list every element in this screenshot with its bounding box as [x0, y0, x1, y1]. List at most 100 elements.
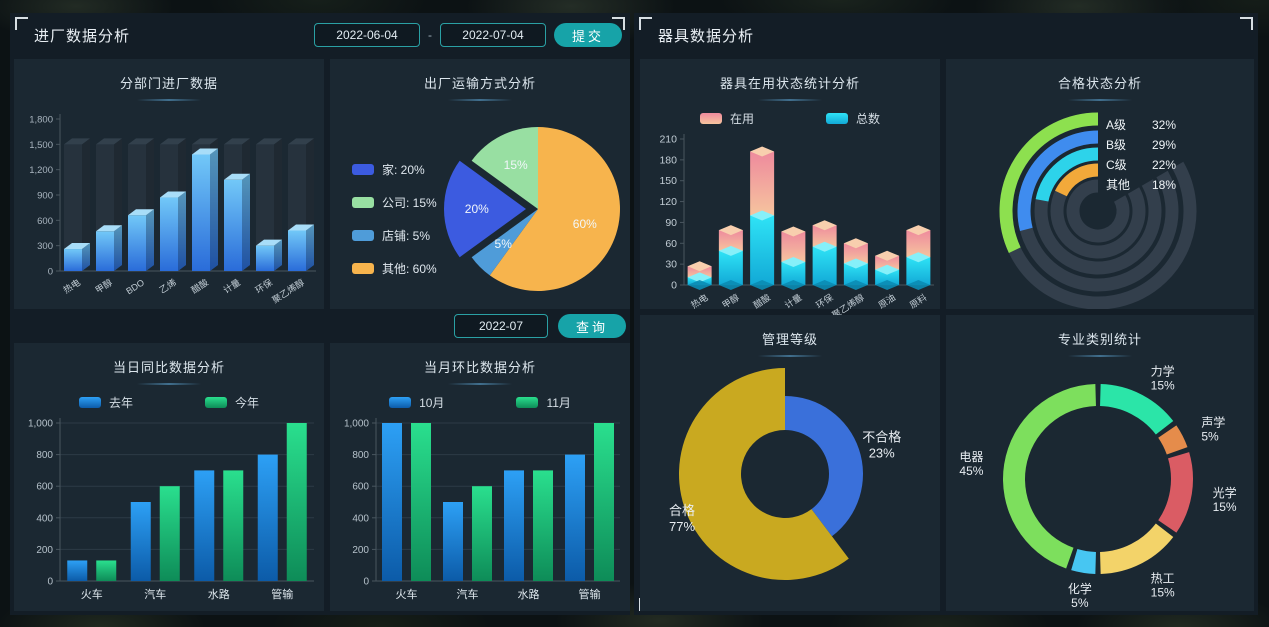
title-underline: [137, 99, 201, 101]
svg-text:1,800: 1,800: [29, 115, 53, 126]
svg-text:400: 400: [352, 513, 369, 524]
legend-swatch: [205, 397, 227, 408]
legend-label: 其他: 60%: [382, 262, 437, 276]
legend-item[interactable]: 10月: [389, 394, 444, 411]
panel-day-yoy: 当日同比数据分析 去年 今年 0 200 400 600 800 1,000 火车 汽车 水路 管输: [14, 343, 324, 611]
svg-text:1,500: 1,500: [29, 140, 53, 151]
svg-text:150: 150: [659, 175, 677, 187]
corner-bracket: [612, 17, 625, 30]
panel-title: 当月环比数据分析: [423, 360, 536, 375]
svg-text:400: 400: [36, 513, 53, 524]
svg-text:600: 600: [352, 482, 369, 493]
svg-text:15%: 15%: [1213, 500, 1237, 514]
svg-text:环保: 环保: [253, 276, 274, 295]
chart-legend: 去年 今年: [14, 394, 324, 411]
svg-text:汽车: 汽车: [144, 587, 166, 601]
svg-text:其他: 其他: [1106, 178, 1130, 192]
svg-text:管输: 管输: [271, 587, 293, 601]
dept-in-bar-svg: 0 300 600 900 1,200 1,500 1,800 热电 甲醇 BDO 乙烯 醋酸 计量 环保…: [29, 114, 316, 305]
legend-label: 今年: [235, 396, 260, 410]
panel-title: 专业类别统计: [1057, 332, 1142, 347]
pie-legend: 家: 20% 公司: 15% 店铺: 5% 其他: 60%: [352, 161, 437, 277]
svg-text:18%: 18%: [1152, 178, 1176, 192]
day-yoy-bar-chart: 去年 今年 0 200 400 600 800 1,000 火车 汽车 水路 管输: [14, 394, 324, 618]
svg-text:1,000: 1,000: [28, 419, 53, 430]
legend-item[interactable]: 公司: 15%: [352, 194, 437, 211]
legend-item[interactable]: 总数: [826, 110, 880, 127]
svg-text:0: 0: [47, 577, 53, 588]
svg-text:900: 900: [37, 191, 53, 202]
svg-text:热电: 热电: [689, 291, 710, 310]
transport-pie-svg: 60% 5% 20% 15%: [444, 127, 620, 291]
date-range-controls: - 提交: [314, 23, 622, 47]
svg-text:水路: 水路: [518, 588, 540, 601]
day-yoy-bar-svg: 0 200 400 600 800 1,000 火车 汽车 水路 管输: [28, 418, 314, 601]
qualified-radial-svg: A级 32% B级 29% C级 22% 其他 18%: [999, 112, 1197, 309]
legend-item[interactable]: 去年: [78, 394, 133, 411]
panel-dept-in-data: 分部门进厂数据 0 300 600 900 1,200 1,500 1,800 热电 甲醇 BDO…: [14, 59, 324, 309]
svg-text:77%: 77%: [669, 519, 695, 534]
legend-item[interactable]: 店铺: 5%: [352, 227, 437, 244]
panel-mgmt-level: 管理等级 不合格 23% 合格 77%: [640, 315, 940, 611]
legend-swatch: [516, 397, 539, 408]
legend-label: 公司: 15%: [382, 196, 437, 210]
svg-text:0: 0: [363, 577, 369, 588]
submit-button[interactable]: 提交: [554, 23, 622, 47]
svg-text:800: 800: [36, 450, 53, 461]
svg-text:水路: 水路: [208, 588, 230, 601]
svg-text:22%: 22%: [1152, 158, 1176, 172]
svg-text:29%: 29%: [1152, 138, 1176, 152]
month-input[interactable]: [454, 314, 548, 338]
right-section-header: 器具数据分析: [634, 13, 1258, 57]
svg-text:醋酸: 醋酸: [751, 291, 772, 310]
section-factory-in: 进厂数据分析 - 提交 分部门进厂数据 0 300 600 900 1,200 1,500…: [10, 13, 630, 615]
start-date-input[interactable]: [314, 23, 420, 47]
chart-legend: 10月 11月: [330, 394, 630, 411]
svg-text:声学: 声学: [1201, 414, 1225, 429]
svg-text:光学: 光学: [1213, 485, 1237, 500]
panel-title: 分部门进厂数据: [119, 76, 218, 91]
end-date-input[interactable]: [440, 23, 546, 47]
svg-text:32%: 32%: [1152, 118, 1176, 132]
svg-text:180: 180: [659, 154, 677, 166]
chart-legend: 在用 总数: [640, 110, 940, 127]
legend-item[interactable]: 11月: [516, 394, 571, 411]
panel-category-stats: 专业类别统计 力学 15% 声学 5% 光学 15% 热工 15% 化学 5% 电器 45%: [946, 315, 1254, 611]
legend-swatch: [352, 230, 374, 241]
svg-text:1,200: 1,200: [29, 165, 53, 176]
svg-text:计量: 计量: [782, 291, 803, 310]
panel-title: 管理等级: [761, 332, 818, 347]
legend-item[interactable]: 家: 20%: [352, 161, 437, 178]
svg-text:0: 0: [48, 267, 53, 278]
svg-text:20%: 20%: [465, 202, 489, 216]
legend-item[interactable]: 今年: [205, 394, 259, 411]
date-range-separator: -: [428, 28, 432, 42]
title-underline: [448, 383, 512, 385]
legend-swatch: [352, 263, 374, 274]
legend-label: 11月: [546, 396, 571, 410]
query-button[interactable]: 查询: [558, 314, 626, 338]
section-instruments: 器具数据分析 器具在用状态统计分析 在用 总数 0 30 60 90 120 150 180 21…: [634, 13, 1258, 615]
dept-in-bar-chart: 0 300 600 900 1,200 1,500 1,800 热电 甲醇 BDO 乙烯 醋酸 计量 环保…: [14, 103, 324, 313]
panel-title: 出厂运输方式分析: [423, 76, 536, 91]
svg-text:1,000: 1,000: [344, 419, 369, 430]
title-underline: [758, 99, 822, 101]
panel-transport-mode: 出厂运输方式分析 60% 5% 20% 15% 家: 20% 公司: 15% 店铺: 5%…: [330, 59, 630, 309]
legend-swatch: [78, 397, 101, 408]
category-donut-chart: 力学 15% 声学 5% 光学 15% 热工 15% 化学 5% 电器 45%: [946, 359, 1254, 616]
svg-text:力学: 力学: [1151, 364, 1175, 379]
svg-text:甲醇: 甲醇: [720, 291, 741, 310]
svg-text:30: 30: [665, 259, 677, 271]
legend-label: 去年: [108, 396, 133, 410]
legend-item[interactable]: 其他: 60%: [352, 260, 437, 277]
left-section-title: 进厂数据分析: [34, 27, 131, 45]
svg-text:23%: 23%: [869, 446, 895, 461]
svg-text:A级: A级: [1106, 118, 1126, 132]
legend-item[interactable]: 在用: [699, 110, 754, 127]
svg-text:汽车: 汽车: [457, 587, 479, 601]
svg-text:800: 800: [352, 450, 369, 461]
title-underline: [1068, 99, 1132, 101]
